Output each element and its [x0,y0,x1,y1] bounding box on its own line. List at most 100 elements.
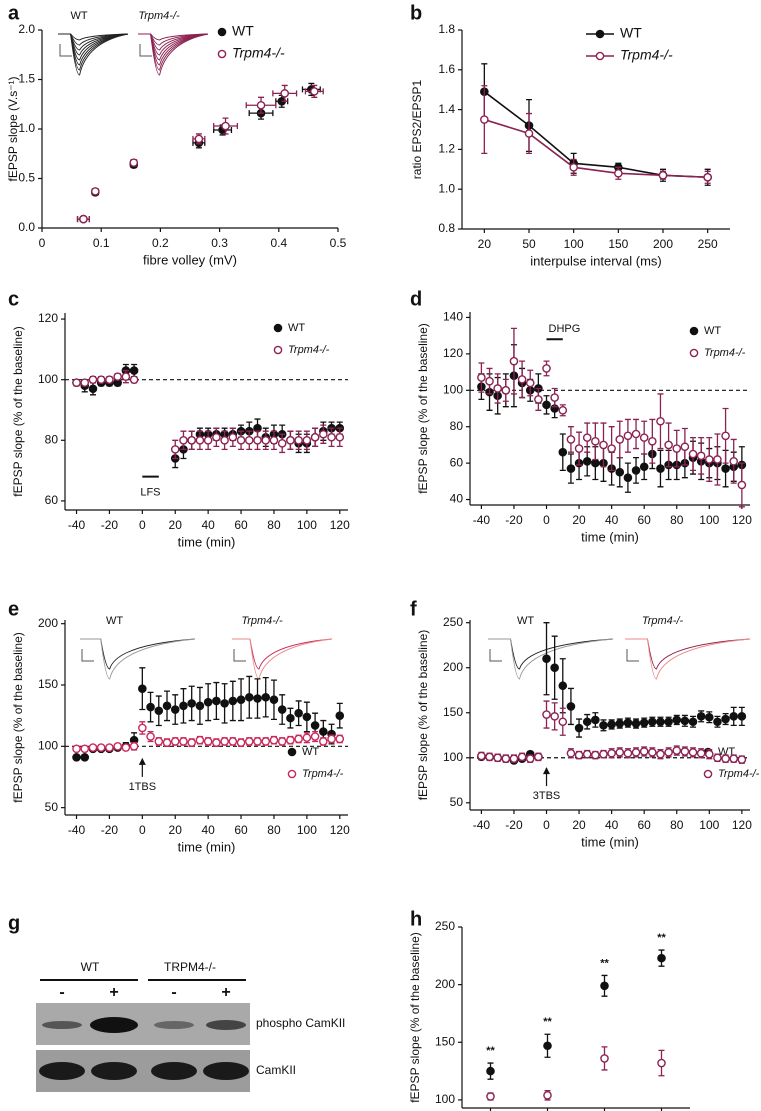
inset-trace [58,33,129,41]
legend-label: WT [704,325,721,337]
data-point [480,115,489,124]
data-point [550,393,559,402]
inset-trace [232,638,333,670]
data-point [558,406,568,415]
data-point [236,435,246,445]
y-tick-label: 2.0 [18,22,35,36]
panel-letter: f [410,598,417,620]
data-point [129,366,139,375]
data-point [656,749,665,759]
data-point [294,708,303,718]
x-tick-label: -20 [101,518,119,532]
data-point [302,712,312,722]
panel-letter: a [8,2,20,24]
data-point [656,416,665,426]
data-point [664,748,673,757]
data-point [713,753,722,763]
data-point [639,718,649,727]
scale-bar [233,649,246,662]
row-label: phospho CamKII [256,1016,345,1030]
data-point [187,699,196,708]
legend-label: Trpm4-/- [620,47,673,63]
data-point [212,696,221,706]
x-tick-label: 120 [330,518,350,532]
data-point [705,712,714,722]
data-point [688,449,698,459]
legend-marker [689,348,699,358]
blot-band [154,1021,194,1029]
scale-bar [59,44,72,57]
y-tick-label: 0.5 [18,171,35,185]
data-point [658,170,668,180]
data-point [286,735,295,745]
x-tick-label: 40 [605,818,619,832]
x-tick-label: 80 [267,518,281,532]
group-label: TRPM4-/- [164,960,216,974]
legend-label: WT [302,746,319,758]
chart-panel: c 60 80 100 120 -40 -20 0 20 40 60 80 100 120 time (mi… [8,288,350,549]
y-tick-label: 200 [443,660,463,674]
x-tick-label: 0.1 [93,236,110,250]
data-point [485,376,494,386]
x-tick-label: 100 [699,818,719,832]
y-tick-label: 150 [435,1034,455,1048]
data-point [737,480,747,490]
y-axis-label: fEPSP slope (% of the baseline) [11,632,25,803]
x-tick-label: -20 [505,818,523,832]
significance-label: ** [657,932,666,944]
inset-label: Trpm4-/- [241,615,283,627]
data-point [550,712,559,721]
annotation: DHPG [549,323,581,335]
data-point [713,717,722,727]
data-point [721,431,730,441]
data-point [729,754,739,763]
legend-marker [595,29,605,39]
x-axis-label: time (min) [178,534,236,549]
data-point [599,721,608,730]
blot-band [151,1062,197,1080]
y-tick-label: 250 [435,919,455,933]
inset-trace [80,638,196,670]
data-point [729,712,739,721]
data-point [244,435,254,445]
data-point [566,435,576,444]
data-point [542,400,551,410]
data-point [509,754,519,763]
x-tick-label: 0 [543,818,550,832]
data-point [121,372,131,381]
x-tick-label: 80 [670,818,684,832]
data-point [543,1041,552,1051]
condition-label: - [59,984,64,1001]
y-tick-label: 1.5 [18,72,35,86]
x-tick-label: 40 [201,518,215,532]
data-point [302,733,312,743]
inset-trace [625,638,751,680]
y-axis-label: fEPSP slope (% of the baseline) [408,932,422,1103]
data-point [105,375,114,384]
legend-marker [273,345,283,355]
data-point [486,1092,495,1101]
inset-label: WT [106,615,123,627]
data-point [664,717,673,727]
data-point [672,715,682,725]
data-point [680,747,690,756]
data-point [220,699,229,708]
data-point [277,737,287,746]
annotation: LFS [140,487,160,499]
data-point [623,748,633,758]
panel-letter: d [410,288,422,310]
data-point [105,743,114,752]
data-point [631,429,641,439]
data-point [493,753,502,763]
x-tick-label: -20 [505,513,523,527]
data-point [600,981,609,991]
y-tick-label: 200 [435,977,455,991]
inset-label: WT [517,615,534,627]
western-blot: g WT TRPM4-/- - + - + phospho CamKII Cam… [8,912,345,1092]
data-point [96,743,106,752]
data-point [286,435,295,445]
inset-trace [138,33,209,71]
group-label: WT [81,960,100,974]
data-point [195,435,205,445]
x-tick-label: 20 [572,818,586,832]
